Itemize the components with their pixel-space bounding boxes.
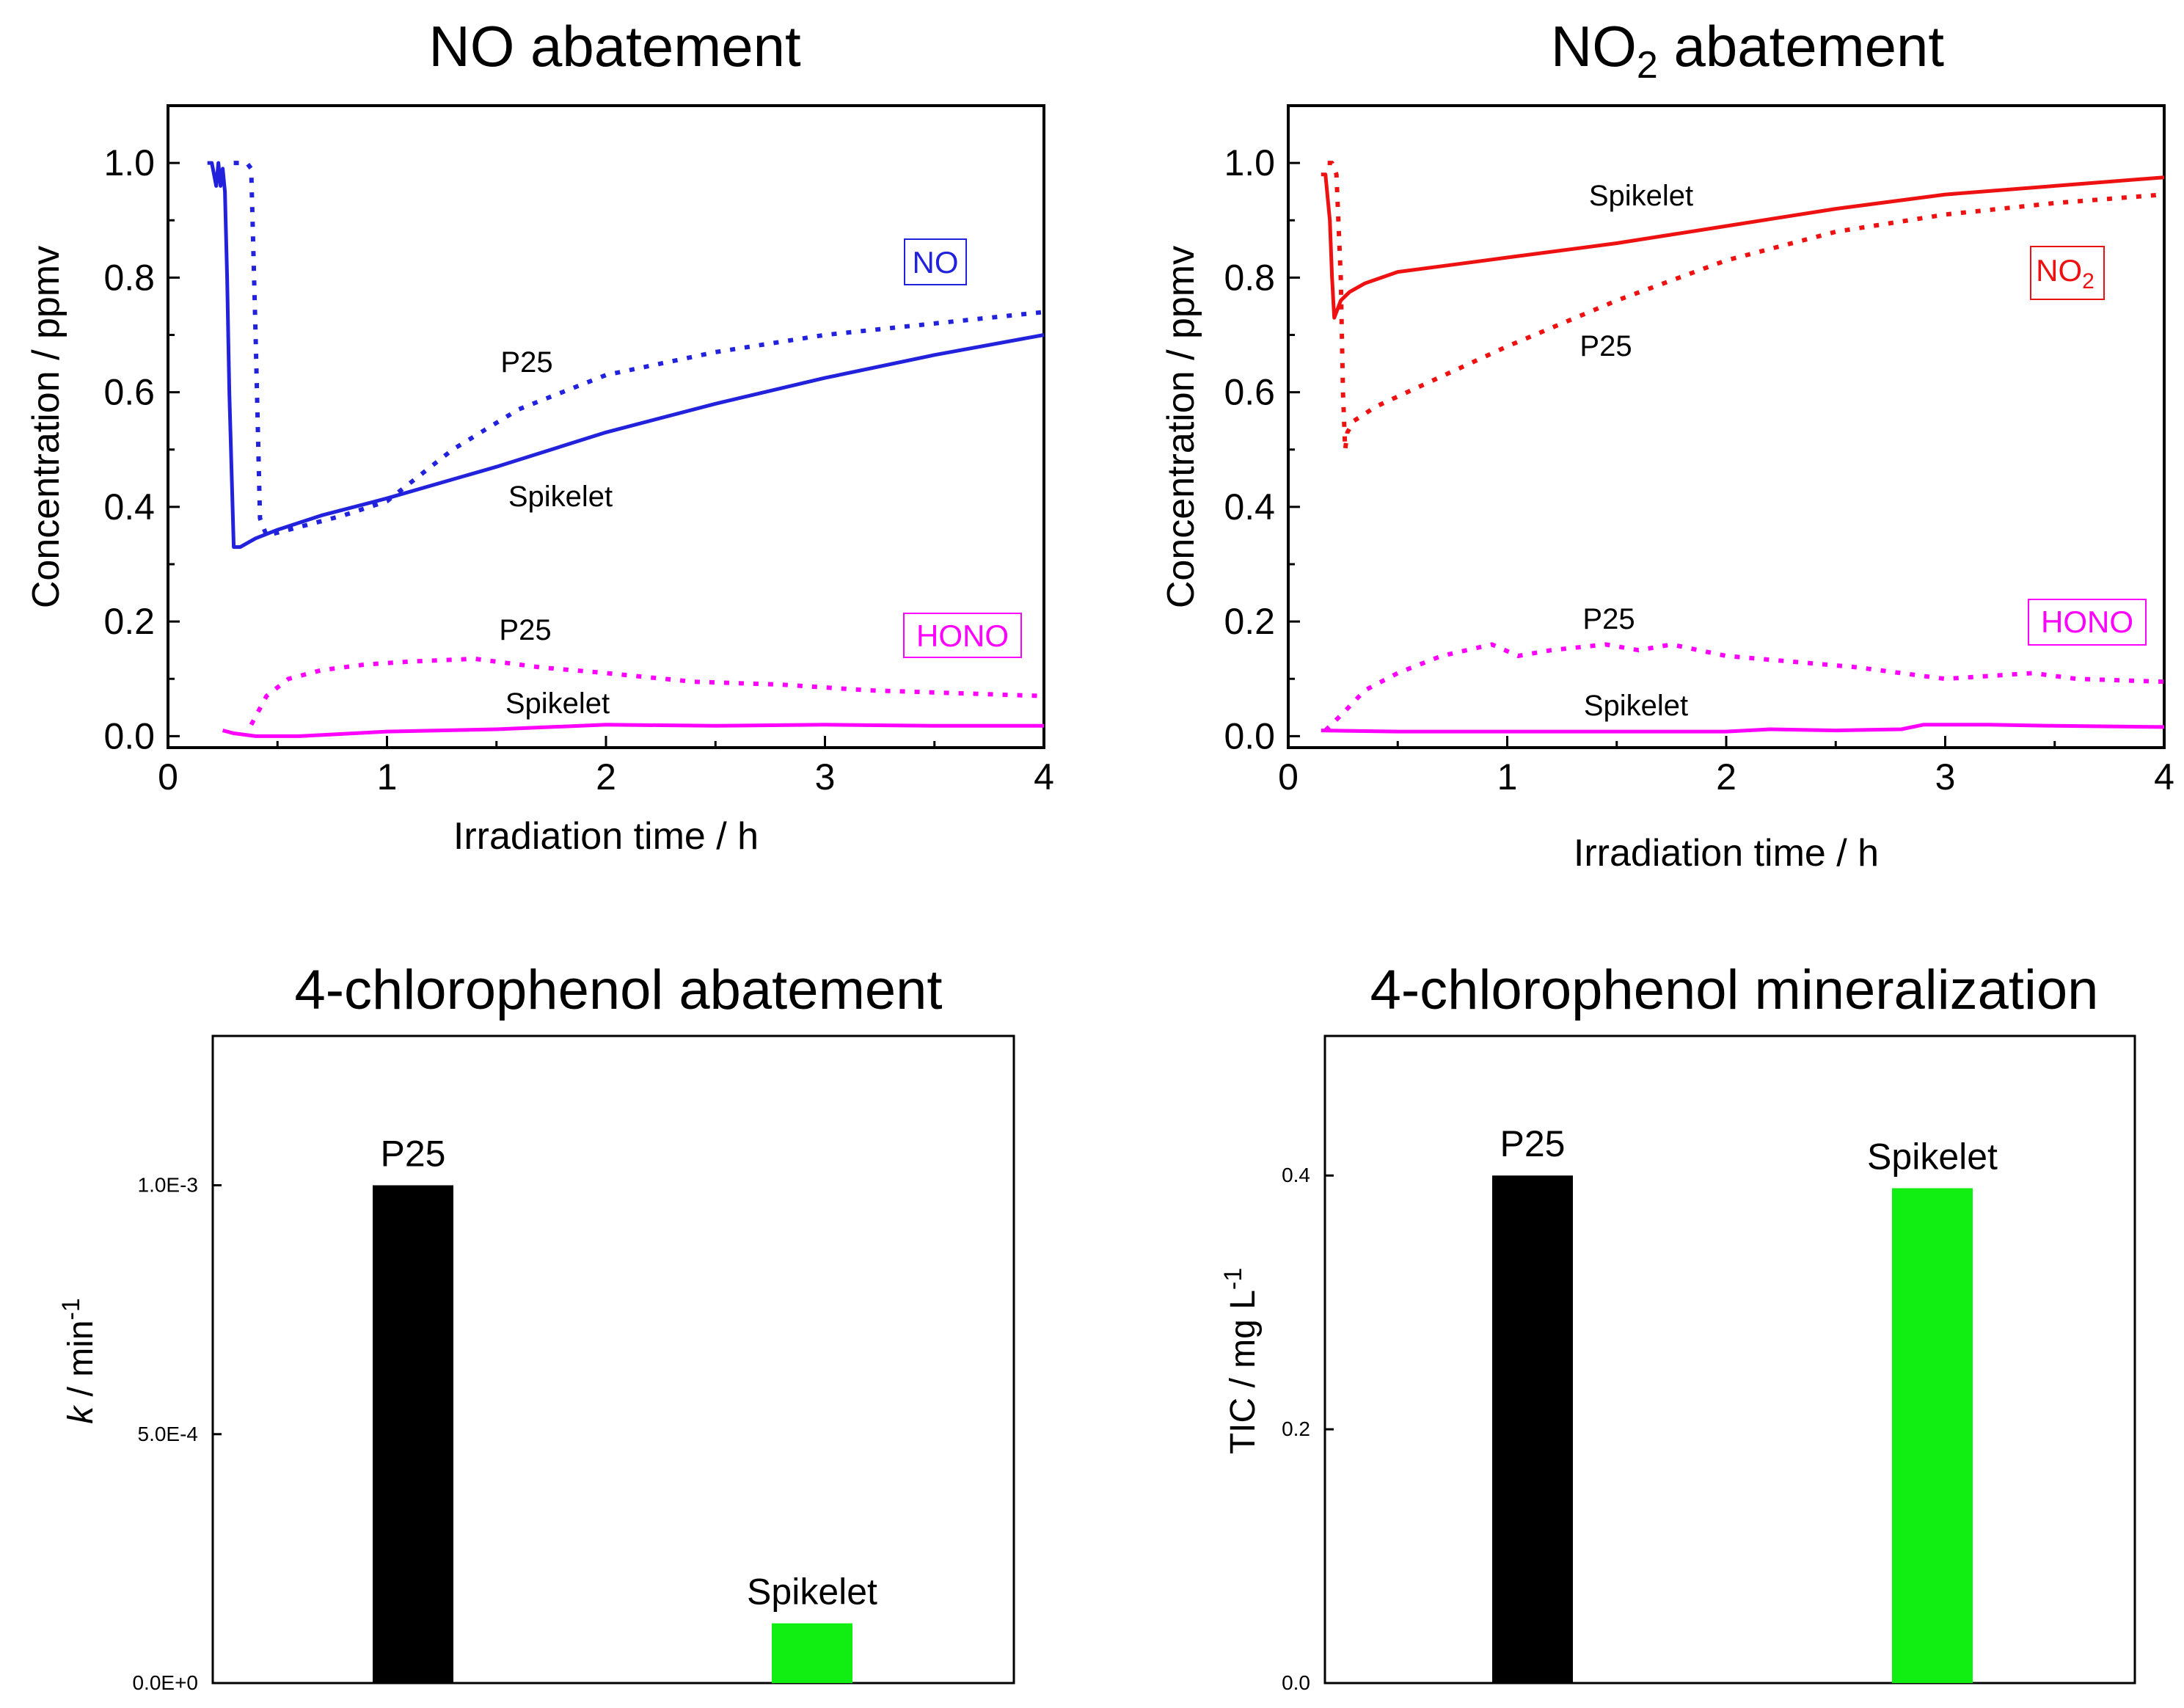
x-axis-label: Irradiation time / h	[453, 815, 759, 858]
no-spikelet-line	[207, 161, 1045, 550]
y-axis-label: k / min-1	[57, 1298, 101, 1424]
bar-labels: P25 Spikelet	[1500, 1123, 1998, 1177]
legend-box-no	[904, 238, 967, 285]
x-tick-label: 4	[2154, 756, 2174, 798]
x-tick-label: 4	[1034, 756, 1054, 798]
y-tick-label: 0.0	[103, 715, 155, 756]
bar-spikelet	[1892, 1188, 1973, 1683]
bar-p25	[373, 1185, 453, 1683]
x-tick-label: 1	[377, 756, 398, 798]
y-tick-label: 0.2	[1282, 1417, 1310, 1440]
annotation-no-p25: P25	[500, 346, 552, 379]
hono-p25-line	[1323, 642, 2165, 732]
y-tick-labels: 0.0 0.2 0.4	[1282, 1164, 1310, 1694]
no2-spikelet-line	[1321, 172, 2165, 320]
hono-spikelet-line	[222, 723, 1044, 738]
y-tick-label: 0.4	[1224, 486, 1275, 528]
bar-layer	[373, 1185, 852, 1683]
y-tick-label: 0.4	[1282, 1164, 1310, 1186]
x-tick-label: 2	[1716, 756, 1736, 798]
x-tick-label: 0	[158, 756, 178, 798]
y-tick-label: 0.0E+0	[132, 1671, 198, 1694]
x-tick-label: 3	[1935, 756, 1956, 798]
plot-frame	[1323, 1034, 2136, 1685]
no-abatement-panel: NO abatement 0 1 2 3 4 0.0 0.2 0.4 0.6 0.8 1.0 Ir…	[25, 14, 1054, 858]
chart-title: NO2 abatement	[1551, 14, 1945, 87]
annotation-no2-p25: P25	[1579, 330, 1632, 362]
hono-spikelet-line	[1321, 723, 2165, 734]
legend-label-no2: NO2	[2036, 253, 2094, 293]
annotation-no-spikelet: Spikelet	[508, 481, 613, 513]
chart-title: NO abatement	[428, 14, 801, 79]
bar-label: Spikelet	[747, 1572, 877, 1613]
y-tick-label: 0.8	[103, 257, 155, 298]
legend-label-hono: HONO	[2041, 605, 2133, 639]
bar-label: P25	[1500, 1123, 1566, 1164]
legend-box-hono	[903, 613, 1022, 658]
series-layer	[1321, 161, 2165, 734]
plot-frame	[211, 1034, 1015, 1685]
x-tick-labels: 0 1 2 3 4	[1278, 756, 2174, 798]
x-tick-label: 1	[1497, 756, 1518, 798]
legend-label-no: NO	[913, 245, 959, 280]
axis-ticks	[1325, 1174, 1334, 1685]
y-tick-label: 0.8	[1224, 257, 1275, 298]
no-p25-line	[233, 161, 1045, 538]
y-tick-label: 0.2	[103, 601, 155, 642]
y-axis-label: Concentration / ppmv	[25, 246, 67, 608]
y-axis-label: Concentration / ppmv	[1160, 246, 1202, 608]
y-tick-label: 0.2	[1224, 601, 1275, 642]
axis-ticks	[167, 161, 1045, 748]
y-tick-labels: 0.0 0.2 0.4 0.6 0.8 1.0	[1224, 142, 1275, 756]
x-tick-label: 2	[596, 756, 616, 798]
y-tick-label: 1.0	[1224, 142, 1275, 183]
y-tick-label: 1.0	[103, 142, 155, 183]
bar-layer	[1492, 1175, 1973, 1683]
legend-label-hono: HONO	[916, 618, 1009, 653]
hono-p25-line	[249, 656, 1045, 726]
no2-abatement-panel: NO2 abatement 0 1 2 3 4 0.0 0.2 0.4 0.6 0.8 1.0 I…	[1160, 14, 2174, 875]
chart-title: 4-chlorophenol abatement	[294, 959, 942, 1021]
y-tick-label: 0.0	[1282, 1671, 1310, 1694]
annotation-hono-spikelet: Spikelet	[1584, 690, 1688, 722]
bar-p25	[1492, 1175, 1573, 1683]
legend-box-no2	[2030, 246, 2105, 300]
y-tick-label: 0.6	[1224, 372, 1275, 413]
bar-labels: P25 Spikelet	[381, 1134, 878, 1613]
bar-spikelet	[772, 1623, 852, 1683]
axis-ticks	[1287, 161, 2166, 748]
y-tick-label: 0.0	[1224, 715, 1275, 756]
bar-label: P25	[381, 1134, 446, 1175]
y-tick-label: 1.0E-3	[138, 1174, 199, 1197]
legend-box-hono	[2028, 599, 2147, 646]
chlorophenol-abatement-panel: 4-chlorophenol abatement 0.0E+0 5.0E-4 1.0…	[57, 959, 1015, 1694]
y-tick-label: 0.4	[103, 486, 155, 528]
x-tick-label: 0	[1278, 756, 1299, 798]
bar-label: Spikelet	[1867, 1136, 1998, 1178]
annotation-hono-spikelet: Spikelet	[505, 687, 610, 720]
x-axis-label: Irradiation time / h	[1574, 832, 1879, 875]
y-axis-label: TIC / mg L-1	[1219, 1268, 1263, 1454]
x-tick-label: 3	[815, 756, 836, 798]
y-tick-label: 5.0E-4	[138, 1423, 199, 1445]
annotation-no2-spikelet: Spikelet	[1589, 180, 1693, 212]
series-layer	[207, 161, 1045, 738]
chlorophenol-mineralization-panel: 4-chlorophenol mineralization 0.00.20.4 …	[1219, 959, 2136, 1694]
chart-title: 4-chlorophenol mineralization	[1370, 959, 2099, 1021]
axis-ticks	[213, 1184, 222, 1685]
y-tick-label: 0.6	[103, 372, 155, 413]
annotation-hono-p25: P25	[499, 614, 551, 646]
y-tick-labels: 0.0 0.2 0.4 0.6 0.8 1.0	[103, 142, 155, 756]
x-tick-labels: 0 1 2 3 4	[158, 756, 1054, 798]
annotation-hono-p25: P25	[1582, 603, 1635, 635]
y-tick-labels: 0.0E+0 5.0E-4 1.0E-3	[132, 1174, 198, 1694]
